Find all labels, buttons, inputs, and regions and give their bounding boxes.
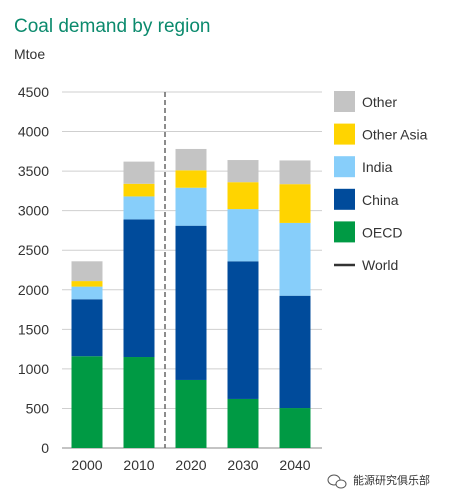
stacked-bars bbox=[71, 148, 311, 448]
bar-segment-india-2020 bbox=[175, 187, 207, 226]
legend-label-china: China bbox=[362, 192, 399, 208]
bar-segment-china-2030 bbox=[227, 261, 259, 399]
y-tick-label: 2000 bbox=[18, 282, 49, 298]
bar-segment-china-2040 bbox=[279, 295, 311, 409]
bar-segment-other-2010 bbox=[123, 161, 155, 184]
wechat-icon bbox=[327, 474, 347, 489]
y-tick-label: 0 bbox=[41, 440, 49, 456]
bar-segment-china-2010 bbox=[123, 219, 155, 358]
bar-segment-india-2040 bbox=[279, 222, 311, 296]
legend-swatch-oecd bbox=[334, 221, 355, 243]
y-tick-label: 1000 bbox=[18, 361, 49, 377]
legend-label-india: India bbox=[362, 159, 393, 175]
bar-segment-other-asia-2040 bbox=[279, 184, 311, 223]
bar-segment-other-asia-2030 bbox=[227, 182, 259, 210]
y-tick-label: 1500 bbox=[18, 321, 49, 337]
bar-segment-other-2020 bbox=[175, 148, 207, 171]
bar-segment-oecd-2000 bbox=[71, 356, 103, 448]
x-tick-label: 2020 bbox=[175, 457, 206, 473]
legend-label-other: Other bbox=[362, 94, 397, 110]
bar-segment-other-asia-2000 bbox=[71, 281, 103, 287]
bar-segment-oecd-2020 bbox=[175, 379, 207, 448]
x-axis-ticks: 2000 2010 2020 2030 2040 bbox=[71, 457, 310, 473]
bar-segment-oecd-2030 bbox=[227, 398, 259, 448]
legend-label-oecd: OECD bbox=[362, 224, 402, 240]
y-tick-label: 3500 bbox=[18, 163, 49, 179]
x-tick-label: 2040 bbox=[279, 457, 310, 473]
legend-swatch-china bbox=[334, 188, 355, 210]
x-tick-label: 2000 bbox=[71, 457, 102, 473]
watermark-text: 能源研究俱乐部 bbox=[353, 473, 430, 487]
legend: Other Other Asia India China OECD World bbox=[334, 91, 428, 273]
y-tick-label: 500 bbox=[26, 400, 50, 416]
legend-label-world: World bbox=[362, 257, 398, 273]
bar-segment-other-2030 bbox=[227, 160, 259, 183]
y-axis-unit-label: Mtoe bbox=[14, 46, 45, 62]
bar-segment-china-2000 bbox=[71, 299, 103, 357]
legend-swatch-other bbox=[334, 91, 355, 112]
chart-title: Coal demand by region bbox=[14, 16, 210, 37]
y-tick-label: 3000 bbox=[18, 203, 49, 219]
bar-segment-other-2040 bbox=[279, 160, 311, 185]
legend-swatch-other-asia bbox=[334, 123, 355, 145]
bar-segment-india-2000 bbox=[71, 286, 103, 300]
y-tick-label: 4500 bbox=[18, 84, 49, 100]
bar-segment-china-2020 bbox=[175, 225, 207, 380]
x-tick-label: 2030 bbox=[227, 457, 258, 473]
watermark: 能源研究俱乐部 bbox=[327, 473, 430, 489]
x-tick-label: 2010 bbox=[123, 457, 154, 473]
bar-segment-other-2000 bbox=[71, 261, 103, 282]
y-tick-label: 2500 bbox=[18, 242, 49, 258]
legend-swatch-india bbox=[334, 156, 355, 178]
y-tick-label: 4000 bbox=[18, 124, 49, 140]
bar-segment-other-asia-2020 bbox=[175, 170, 207, 188]
bar-segment-india-2010 bbox=[123, 196, 155, 220]
bar-segment-oecd-2010 bbox=[123, 357, 155, 448]
bar-segment-india-2030 bbox=[227, 209, 259, 262]
bar-segment-oecd-2040 bbox=[279, 408, 311, 448]
legend-label-other-asia: Other Asia bbox=[362, 127, 428, 143]
bar-segment-other-asia-2010 bbox=[123, 183, 155, 197]
y-axis-ticks: 0 500 1000 1500 2000 2500 3000 3500 4000 4500 bbox=[18, 84, 49, 456]
